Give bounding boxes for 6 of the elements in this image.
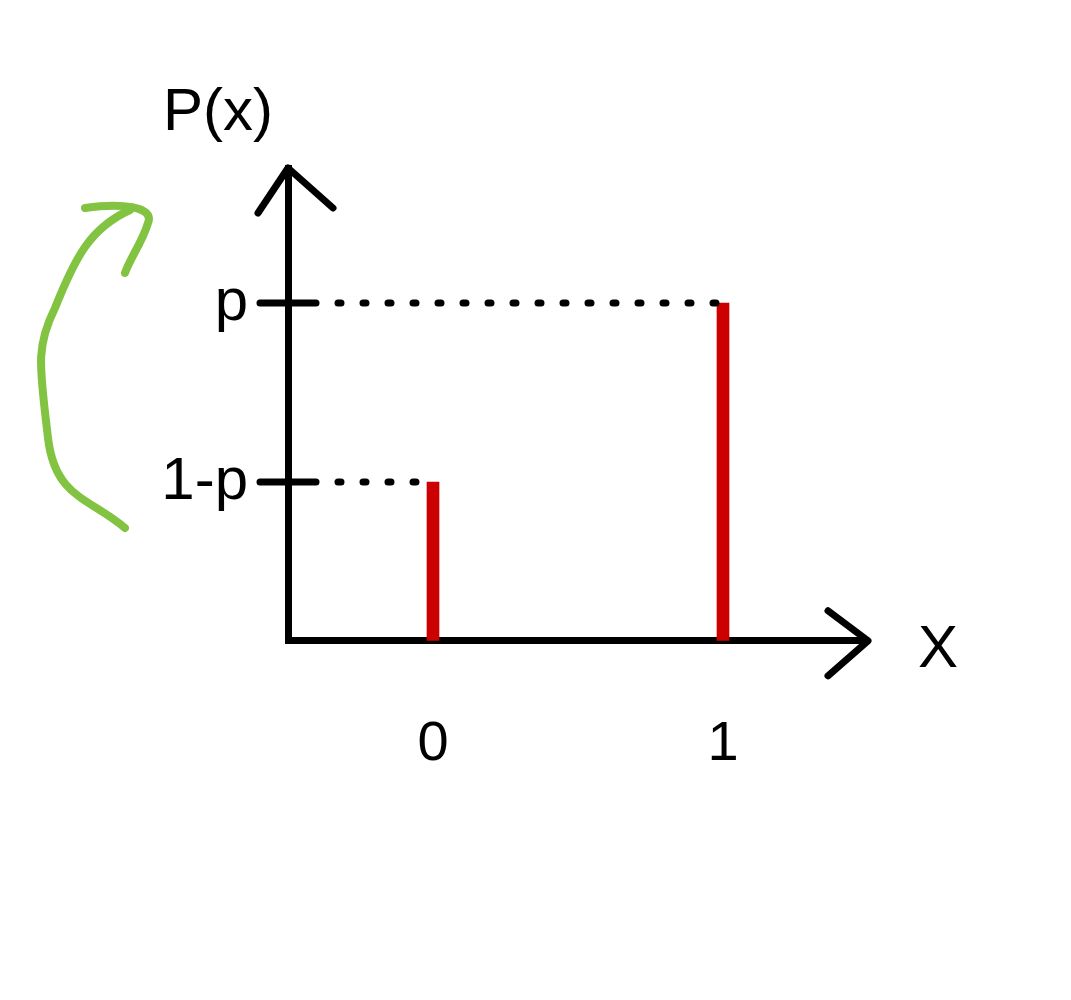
ref-line-label: p: [214, 265, 248, 333]
ref-line-label: 1-p: [161, 444, 248, 512]
y-axis-title: P(x): [163, 75, 273, 143]
x-axis-title: X: [918, 613, 959, 681]
x-tick-label: 1: [707, 708, 739, 772]
x-tick-label: 0: [417, 708, 449, 772]
